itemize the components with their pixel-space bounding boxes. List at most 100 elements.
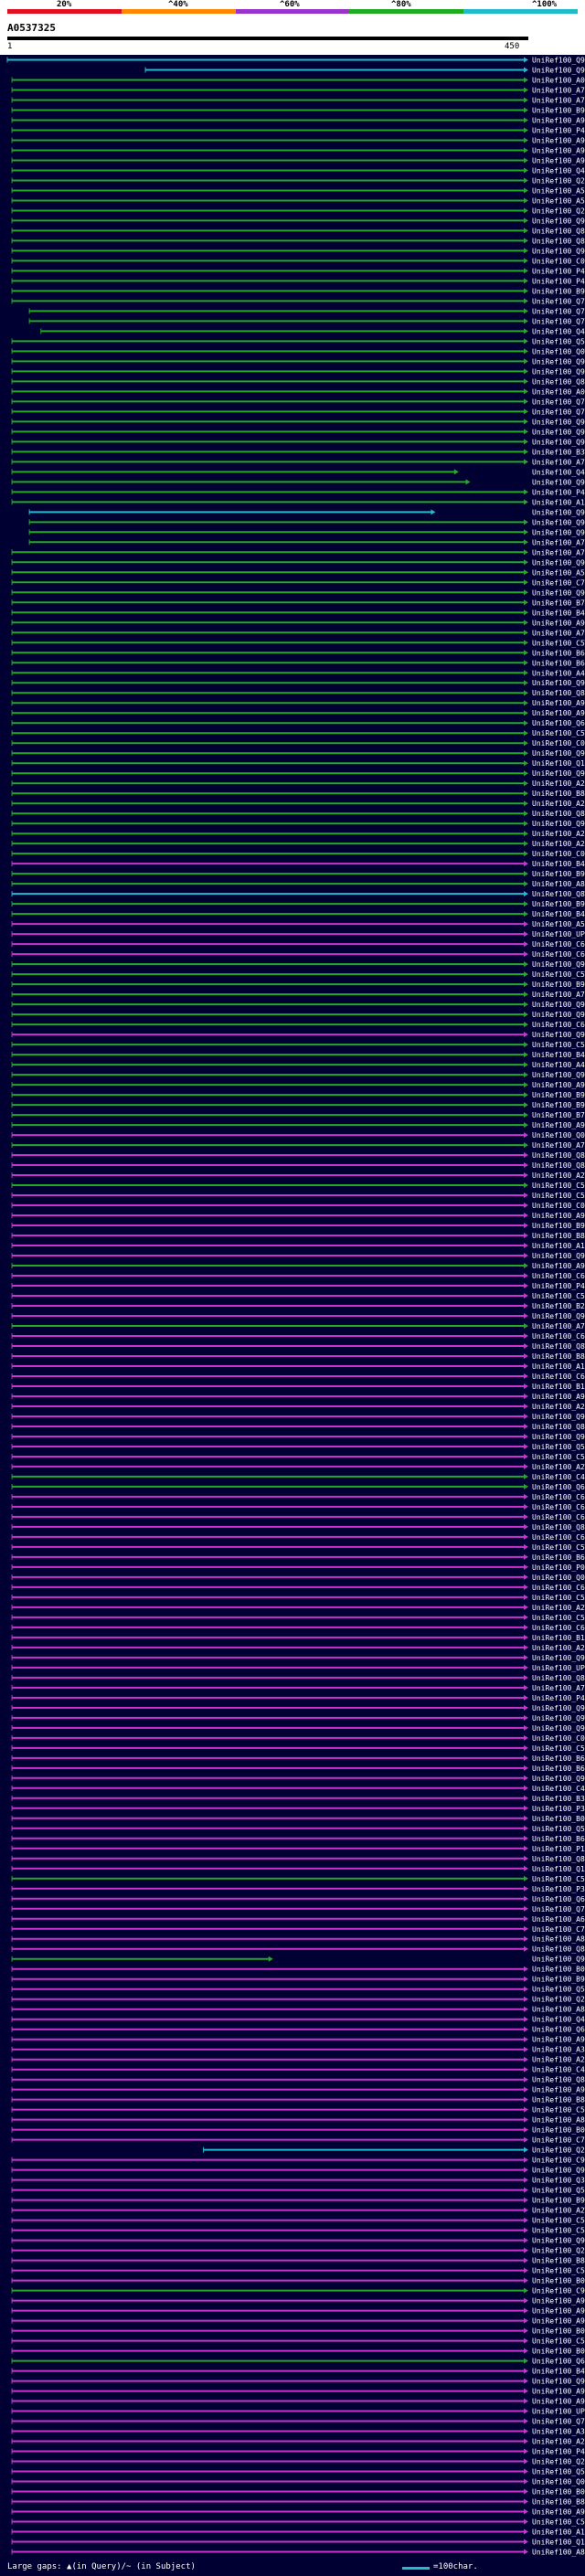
hit-row[interactable]: UniRef100_A7PTU9 [11, 1322, 585, 1330]
hit-row[interactable]: UniRef100_B9IBH5 [11, 1091, 585, 1099]
hit-row[interactable]: UniRef100_A2XC67 [11, 840, 585, 848]
hit-row[interactable]: UniRef100_C5HF64 [11, 2106, 585, 2115]
hit-row[interactable]: UniRef100_A0T2C7 [11, 76, 585, 84]
hit-row[interactable]: UniRef100_P46440 [11, 277, 585, 285]
hit-row[interactable]: UniRef100_P12653 [11, 1845, 585, 1853]
hit-row[interactable]: UniRef100_A4PIV6 [11, 669, 585, 677]
hit-row[interactable]: UniRef100_B9EN69 [11, 2197, 585, 2205]
hit-row[interactable]: UniRef100_Q8GTC0 [11, 1161, 585, 1170]
hit-row[interactable]: UniRef100_B9T0U8 [11, 900, 585, 908]
hit-row[interactable]: UniRef100_C6F9B3 [11, 1493, 585, 1501]
hit-row[interactable]: UniRef100_Q9FQC3 [11, 2167, 585, 2175]
hit-row[interactable]: UniRef100_A9P2S0 [11, 699, 585, 707]
hit-row[interactable]: UniRef100_B9GWJ6 [11, 870, 585, 878]
hit-row[interactable]: UniRef100_B7FIJ1 [11, 599, 585, 607]
hit-row[interactable]: UniRef100_B6UQ64 [11, 659, 585, 667]
hit-row[interactable]: UniRef100_B0E3W8 [11, 2488, 585, 2496]
hit-row[interactable]: UniRef100_C5Z628 [11, 1744, 585, 1753]
hit-row[interactable]: UniRef100_Q9H8D9 [11, 1956, 585, 1964]
hit-row[interactable]: UniRef100_B8XC49 [11, 1352, 585, 1361]
hit-row[interactable]: UniRef100_Q9SRY6 [28, 518, 585, 526]
hit-row[interactable]: UniRef100_Q7U0M1 [11, 2418, 585, 2426]
hit-row[interactable]: UniRef100_C6SY24 [11, 950, 585, 959]
hit-row[interactable]: UniRef100_B9T404 [11, 1222, 585, 1230]
hit-row[interactable]: UniRef100_C0KY94 [11, 1202, 585, 1210]
hit-row[interactable]: UniRef100_A9SE82 [11, 2297, 585, 2306]
hit-row[interactable]: UniRef100_C5WZ97 [11, 729, 585, 737]
hit-row[interactable]: UniRef100_Q9GR13 [11, 1724, 585, 1733]
hit-row[interactable]: UniRef100_B6DYF9 [11, 1754, 585, 1763]
hit-row[interactable]: UniRef100_UPI0001 [11, 1664, 585, 1672]
hit-row[interactable]: UniRef100_Q9FQC7 [11, 1011, 585, 1019]
hit-row[interactable]: UniRef100_A1XLE4 [11, 498, 585, 506]
hit-row[interactable]: UniRef100_A7PTS2 [28, 538, 585, 546]
hit-row[interactable]: UniRef100_Q84VH3 [11, 237, 585, 245]
hit-row[interactable]: UniRef100_Q8LR62 [11, 1151, 585, 1160]
hit-row[interactable]: UniRef100_Q9FQD7 [11, 1775, 585, 1783]
hit-row[interactable]: UniRef100_B1B5E6 [11, 1634, 585, 1642]
hit-row[interactable]: UniRef100_C6T9P9 [11, 1624, 585, 1632]
hit-row[interactable]: UniRef100_Q0SPG2 [11, 1574, 585, 1582]
hit-row[interactable]: UniRef100_C7FBA3 [11, 578, 585, 587]
hit-row[interactable]: UniRef100_Q9SLM6 [11, 357, 585, 366]
hit-row[interactable]: UniRef100_C5WZ11 [11, 970, 585, 979]
hit-row[interactable]: UniRef100_A2WDE1 [11, 2207, 585, 2215]
hit-row[interactable]: UniRef100_B4FK84 [11, 1051, 585, 1059]
hit-row[interactable]: UniRef100_Q8H8E0 [11, 810, 585, 818]
hit-row[interactable]: UniRef100_B6DD76 [11, 1765, 585, 1773]
hit-row[interactable]: UniRef100_C5YTU5 [11, 1453, 585, 1461]
hit-row[interactable]: UniRef100_A2WPX6 [11, 1171, 585, 1180]
hit-row[interactable]: UniRef100_C5SYV1 [11, 1192, 585, 1200]
hit-row[interactable]: UniRef100_C5DXL4 [11, 2518, 585, 2527]
hit-row[interactable]: UniRef100_A2XVE7 [11, 1403, 585, 1411]
hit-row[interactable]: UniRef100_A2YXV7 [11, 2056, 585, 2064]
hit-row[interactable]: UniRef100_C0PR46 [11, 739, 585, 747]
hit-row[interactable]: UniRef100_UPI0001 [11, 2408, 585, 2416]
hit-row[interactable]: UniRef100_Q9FQD6 [11, 960, 585, 969]
hit-row[interactable]: UniRef100_Q5ZC86 [11, 2187, 585, 2195]
hit-row[interactable]: UniRef100_Q5BWA6 [11, 1986, 585, 1994]
hit-row[interactable]: UniRef100_Q8LC43 [11, 377, 585, 386]
hit-row[interactable]: UniRef100_UPI0001 [11, 930, 585, 938]
hit-row[interactable]: UniRef100_C7S1W2 [11, 2136, 585, 2145]
hit-row[interactable]: UniRef100_A9U1Z3 [11, 2317, 585, 2326]
hit-row[interactable]: UniRef100_A9P8D6 [11, 116, 585, 124]
hit-row[interactable]: UniRef100_Q7M1V4 [11, 1905, 585, 1913]
hit-row[interactable]: UniRef100_C9ST75 [11, 2287, 585, 2295]
hit-row[interactable]: UniRef100_Q8W0P6 [11, 1342, 585, 1351]
hit-row[interactable]: UniRef100_Q24261 [11, 1996, 585, 2004]
hit-row[interactable]: UniRef100_Q9FQD0 [11, 588, 585, 597]
hit-row[interactable]: UniRef100_A7PQ81 [11, 548, 585, 557]
hit-row[interactable]: UniRef100_Q9LZI9 [11, 1433, 585, 1441]
hit-row[interactable]: UniRef100_Q94TK0 [11, 438, 585, 446]
hit-row[interactable]: UniRef100_C5WTI8 [11, 1543, 585, 1552]
hit-row[interactable]: UniRef100_B9SXU0 [11, 1101, 585, 1109]
hit-row[interactable]: UniRef100_Q2QKE6 [11, 207, 585, 215]
hit-row[interactable]: UniRef100_Q9FPN2 [11, 1031, 585, 1039]
hit-row[interactable]: UniRef100_Q8L6H9 [11, 689, 585, 697]
hit-row[interactable]: UniRef100_Q1DGD9 [11, 2539, 585, 2547]
hit-row[interactable]: UniRef100_Q6S857 [11, 1483, 585, 1491]
hit-row[interactable]: UniRef100_A0ACP2 [11, 387, 585, 396]
hit-row[interactable]: UniRef100_Q6ZJH9 [11, 2026, 585, 2034]
hit-row[interactable]: UniRef100_Q3LVP1 [11, 2177, 585, 2185]
hit-row[interactable]: UniRef100_Q9SP56 [11, 1704, 585, 1712]
hit-row[interactable]: UniRef100_A2XPE4 [11, 779, 585, 788]
hit-row[interactable]: UniRef100_A6N115 [11, 1915, 585, 1924]
hit-row[interactable]: UniRef100_Q7Z2T3 [28, 307, 585, 315]
hit-row[interactable]: UniRef100_A7PTV0 [11, 1141, 585, 1150]
hit-row[interactable]: UniRef100_C0Z3B1 [11, 257, 585, 265]
hit-row[interactable]: UniRef100_B4FRU7 [11, 860, 585, 868]
hit-row[interactable]: UniRef100_A3BVI9 [11, 2046, 585, 2054]
hit-row[interactable]: UniRef100_Q948V4 [28, 528, 585, 536]
hit-row[interactable]: UniRef100_Q4LP05 [11, 2016, 585, 2024]
hit-row[interactable]: UniRef100_A9PUD0 [11, 1262, 585, 1270]
hit-row[interactable]: UniRef100_B0E4E8 [11, 2327, 585, 2336]
hit-row[interactable]: UniRef100_Q9FQD4 [11, 679, 585, 687]
hit-row[interactable]: UniRef100_Q8VHW3 [11, 1674, 585, 1682]
hit-row[interactable]: UniRef100_Q4S522 [11, 166, 585, 175]
hit-row[interactable]: UniRef100_Q7Z2T0 [11, 408, 585, 416]
hit-row[interactable]: UniRef100_Q0GTB8 [11, 1131, 585, 1140]
hit-row[interactable]: UniRef100_A2XD69 [11, 830, 585, 838]
hit-row[interactable]: UniRef100_A9S582 [11, 2036, 585, 2044]
